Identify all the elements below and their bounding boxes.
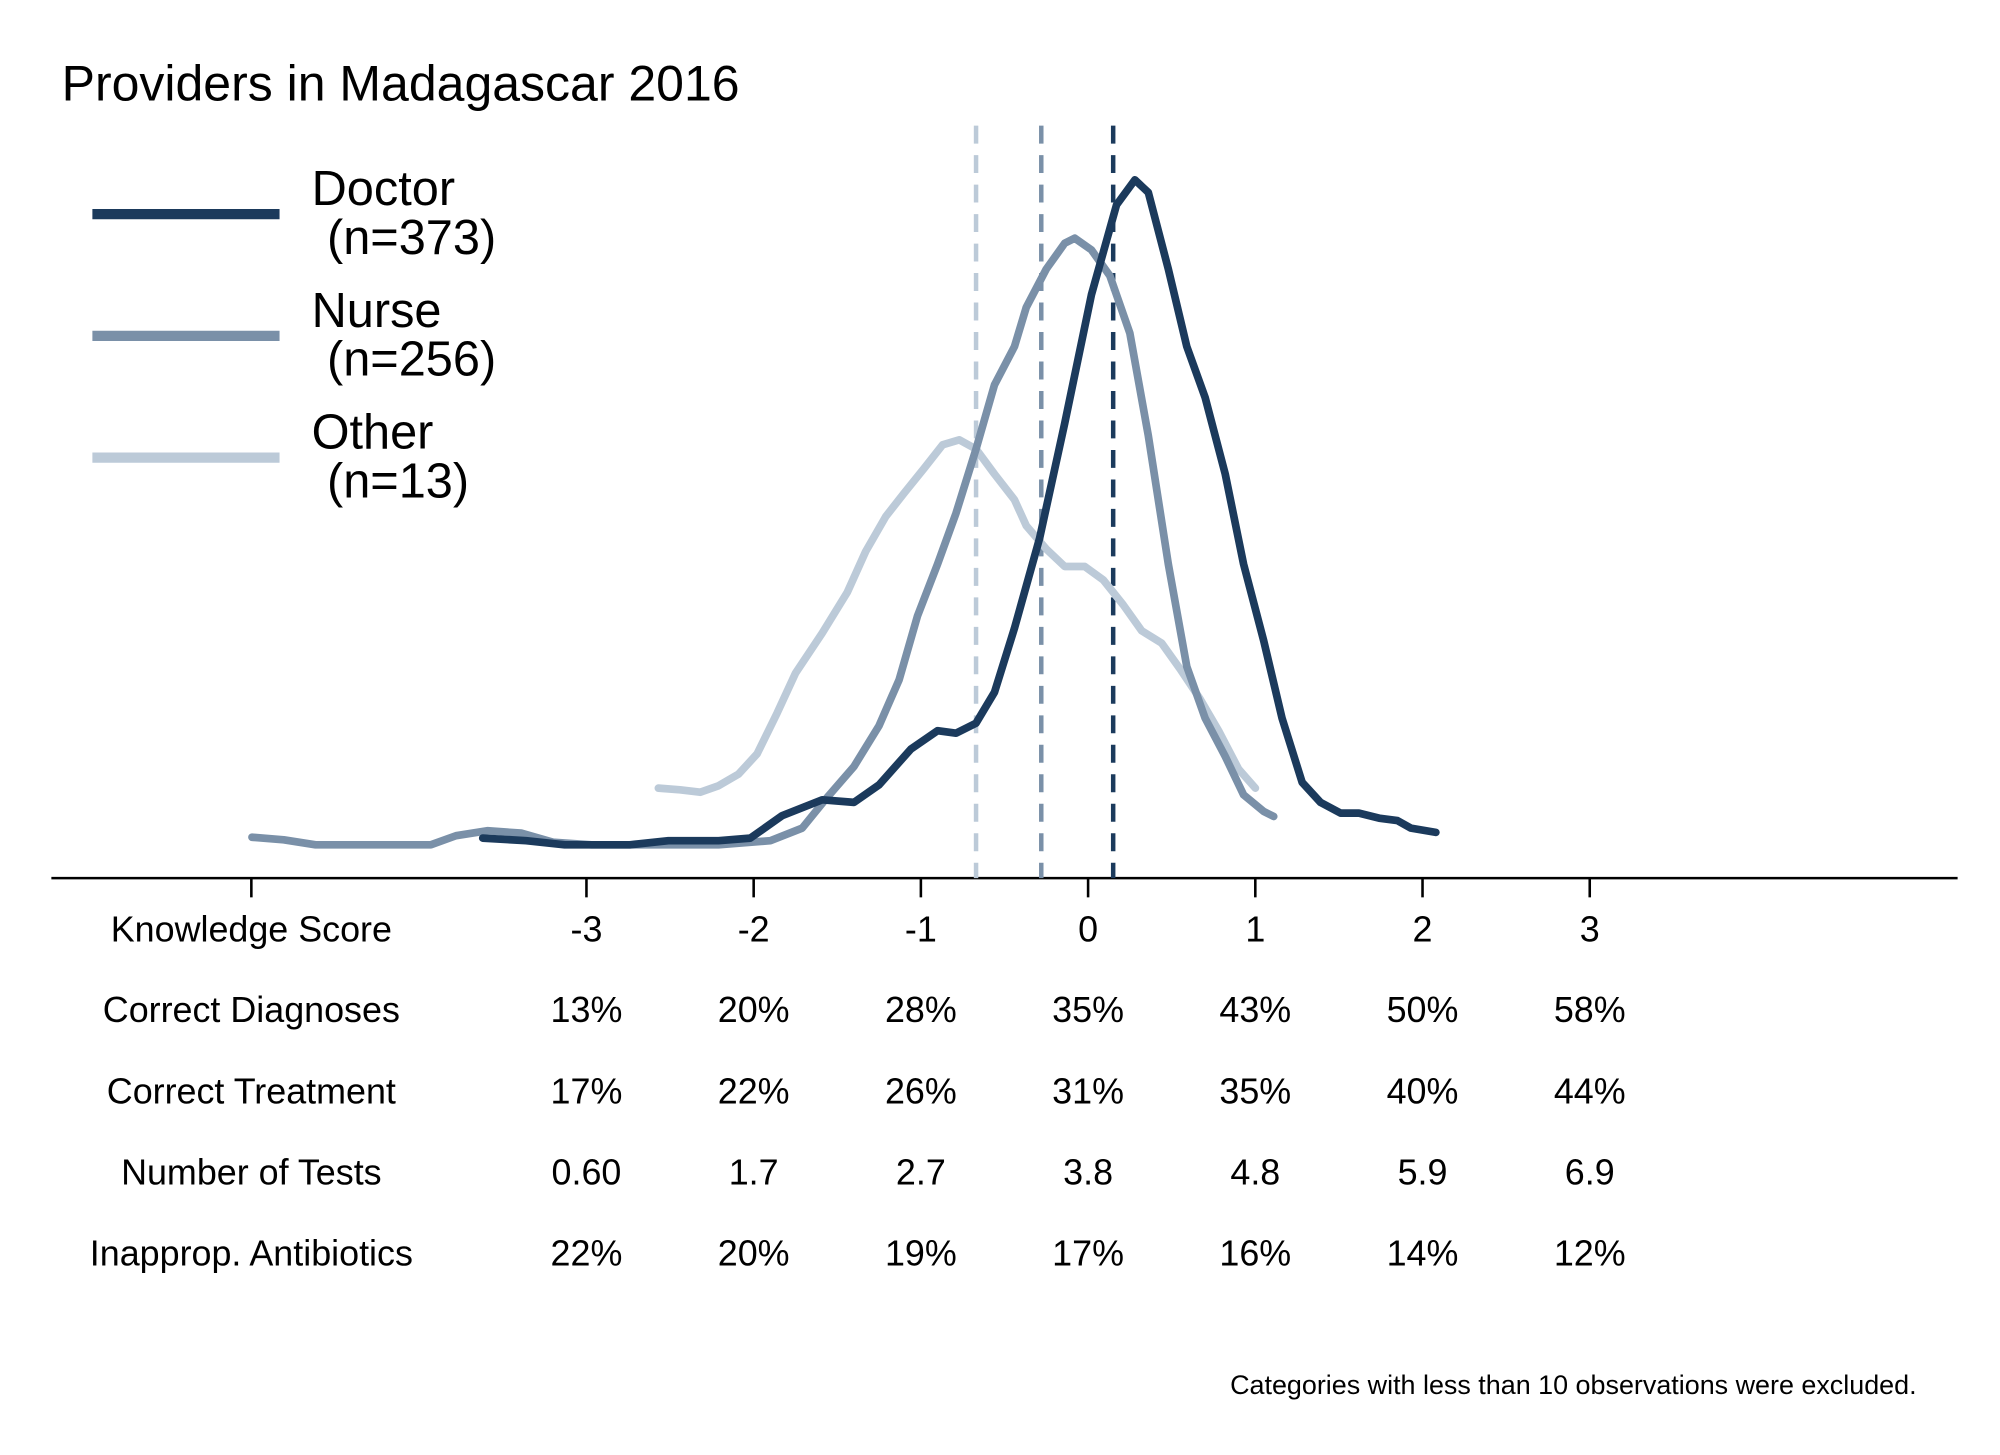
table-cell: 0.60 [552, 1153, 622, 1193]
table-cell: 5.9 [1398, 1153, 1448, 1193]
table-cell: 35% [1219, 1071, 1291, 1111]
table-cell: 50% [1387, 990, 1459, 1030]
table-cell: 6.9 [1565, 1153, 1615, 1193]
row-label: Number of Tests [121, 1153, 382, 1193]
table-cell: 17% [551, 1071, 623, 1111]
x-tick-label: 0 [1078, 909, 1098, 949]
row-label: Correct Treatment [107, 1071, 396, 1111]
table-cell: 3.8 [1063, 1153, 1113, 1193]
table-cell: 19% [885, 1234, 957, 1274]
x-tick-label: -3 [570, 909, 602, 949]
table-cell: 20% [718, 990, 790, 1030]
legend-label: Doctor [312, 162, 455, 216]
table-cell: 35% [1052, 990, 1124, 1030]
x-tick-label: 2 [1413, 909, 1433, 949]
x-tick-label: -2 [738, 909, 770, 949]
x-tick-label: 1 [1245, 909, 1265, 949]
density-line [478, 176, 1440, 849]
table-cell: 14% [1387, 1234, 1459, 1274]
table-cell: 12% [1554, 1234, 1626, 1274]
table-cell: 16% [1219, 1234, 1291, 1274]
table-cell: 22% [551, 1234, 623, 1274]
x-tick-label: -1 [905, 909, 937, 949]
table-cell: 58% [1554, 990, 1626, 1030]
footnote: Categories with less than 10 observation… [1230, 1370, 1917, 1400]
table-cell: 17% [1052, 1234, 1124, 1274]
table-cell: 13% [551, 990, 623, 1030]
row-label: Inapprop. Antibiotics [90, 1234, 413, 1274]
x-tick-label: 3 [1580, 909, 1600, 949]
table-cell: 43% [1219, 990, 1291, 1030]
chart-title: Providers in Madagascar 2016 [62, 55, 740, 111]
table-cell: 28% [885, 990, 957, 1030]
density-line [654, 435, 1260, 797]
table-cell: 1.7 [729, 1153, 779, 1193]
table-cell: 4.8 [1230, 1153, 1280, 1193]
legend-count: (n=256) [327, 333, 496, 387]
legend-label: Nurse [312, 284, 442, 338]
legend-label: Other [312, 406, 434, 460]
x-axis-label: Knowledge Score [111, 909, 392, 949]
table-cell: 44% [1554, 1071, 1626, 1111]
table-cell: 20% [718, 1234, 790, 1274]
table-cell: 2.7 [896, 1153, 946, 1193]
table-cell: 26% [885, 1071, 957, 1111]
table-cell: 40% [1387, 1071, 1459, 1111]
row-label: Correct Diagnoses [103, 990, 400, 1030]
table-cell: 22% [718, 1071, 790, 1111]
legend-count: (n=13) [327, 454, 469, 508]
density-line [248, 234, 1278, 849]
table-cell: 31% [1052, 1071, 1124, 1111]
legend-count: (n=373) [327, 211, 496, 265]
